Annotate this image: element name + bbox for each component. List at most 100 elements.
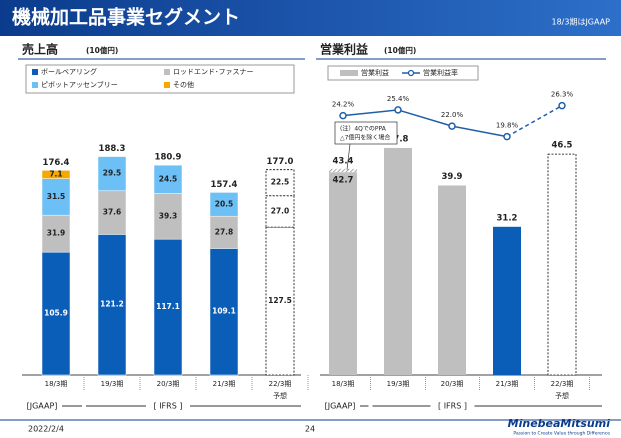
legend-swatch [164,82,170,88]
bar-label: 27.0 [271,206,290,215]
header-title: 機械加工品事業セグメント [12,6,240,29]
legend-swatch [164,69,170,75]
margin-marker [339,111,347,120]
legend-label: 営業利益率 [423,68,458,77]
bar-label: 127.5 [268,296,292,305]
header-note: 18/3期はJGAAP [551,18,610,27]
bar-segment [209,215,239,249]
x-tick-note: 予想 [273,391,287,400]
bar-segment [153,193,183,240]
margin-line [342,109,399,117]
standard-bg [146,400,190,412]
margin-marker [503,132,511,141]
legend-swatch [32,69,38,75]
footer-page: 24 [305,425,315,434]
bar-label: 20.5 [215,199,234,208]
x-tick-label: 19/3期 [101,380,124,388]
legend-label: ピボットアッセンブリー [41,80,118,89]
margin-label: 22.0% [441,111,464,119]
legend-swatch [340,70,358,76]
bar [384,147,412,375]
bar-label: 42.7 [333,176,354,186]
bar-label: 27.8 [215,227,234,236]
bar-segment [153,238,183,376]
standard-label: [JGAAP] [27,402,58,411]
bar-label: 37.6 [103,208,122,217]
margin-marker [394,106,402,114]
bar-segment [41,170,71,179]
bar-label: 43.4 [333,156,354,166]
bar-segment [97,190,127,235]
chart-unit: (10億円) [384,45,416,55]
bar-segment [265,169,295,197]
margin-label: 19.8% [496,122,519,130]
x-tick-label: 20/3期 [441,380,464,388]
chart-title: 売上高 [22,42,58,57]
margin-label: 26.3% [551,91,574,99]
legend-marker [407,69,415,77]
legend-box [25,64,295,94]
bar [493,226,521,375]
bar-label: 7.1 [49,169,62,178]
margin-label: 24.2% [332,101,355,109]
logo: MinebeaMitsumi [508,417,611,430]
x-tick-note: 予想 [555,391,569,400]
legend-label: その他 [173,80,194,89]
bar-adjustment [329,168,357,173]
x-tick-label: 22/3期 [551,380,574,388]
annotation-box [334,121,398,145]
total-label: 157.4 [211,180,238,190]
header-bar [0,0,621,36]
margin-line [397,109,453,127]
legend-label: ロッドエンド･ファスナー [173,68,254,76]
annotation-leader [346,143,351,170]
bar-segment [41,251,71,376]
legend-swatch [32,82,38,88]
bar-label: 31.2 [497,213,518,223]
x-tick-label: 22/3期 [269,380,292,388]
bar-segment [265,226,295,376]
standard-label: [ IFRS ] [154,402,183,411]
bar-label: 22.5 [271,178,290,187]
footer-date: 2022/2/4 [28,425,64,434]
bar-label: 31.9 [47,229,66,238]
standard-bg [430,400,475,412]
margin-marker [558,101,566,110]
annotation-text: △7億円を除く場合 [340,134,390,142]
bar [547,153,577,376]
x-tick-label: 18/3期 [45,380,68,388]
bar-label: 29.5 [103,169,122,178]
bar-segment [97,234,127,376]
total-label: 176.4 [43,158,70,168]
margin-line [451,125,508,138]
legend-label: 営業利益 [361,68,389,77]
bar-label: 24.5 [159,174,178,183]
bar-segment [41,178,71,216]
chart-title: 営業利益 [320,42,368,57]
margin-label: 25.4% [387,95,410,103]
bar-label: 47.8 [388,134,409,144]
margin-marker [448,122,456,130]
total-label: 177.0 [267,157,294,167]
x-tick-label: 21/3期 [496,380,519,388]
bar-label: 121.2 [100,300,124,309]
bar-segment [209,248,239,376]
bar-label: 105.9 [44,309,68,318]
margin-line [506,104,563,138]
bar-label: 39.3 [159,211,178,220]
bar [438,185,466,375]
bar-segment [41,214,71,253]
x-tick-label: 19/3期 [387,380,410,388]
bar-label: 109.1 [212,307,236,316]
x-tick-label: 20/3期 [157,380,180,388]
bar-label: 31.5 [47,192,66,201]
bar-label: 39.9 [442,172,463,182]
standard-label: [JGAAP] [325,402,356,411]
legend-label: ボールベアリング [41,67,97,76]
bar-segment [97,156,127,192]
x-tick-label: 21/3期 [213,380,236,388]
tagline: Passion to Create Value through Differen… [513,431,610,437]
total-label: 180.9 [155,153,182,163]
x-tick-label: 18/3期 [332,380,355,388]
